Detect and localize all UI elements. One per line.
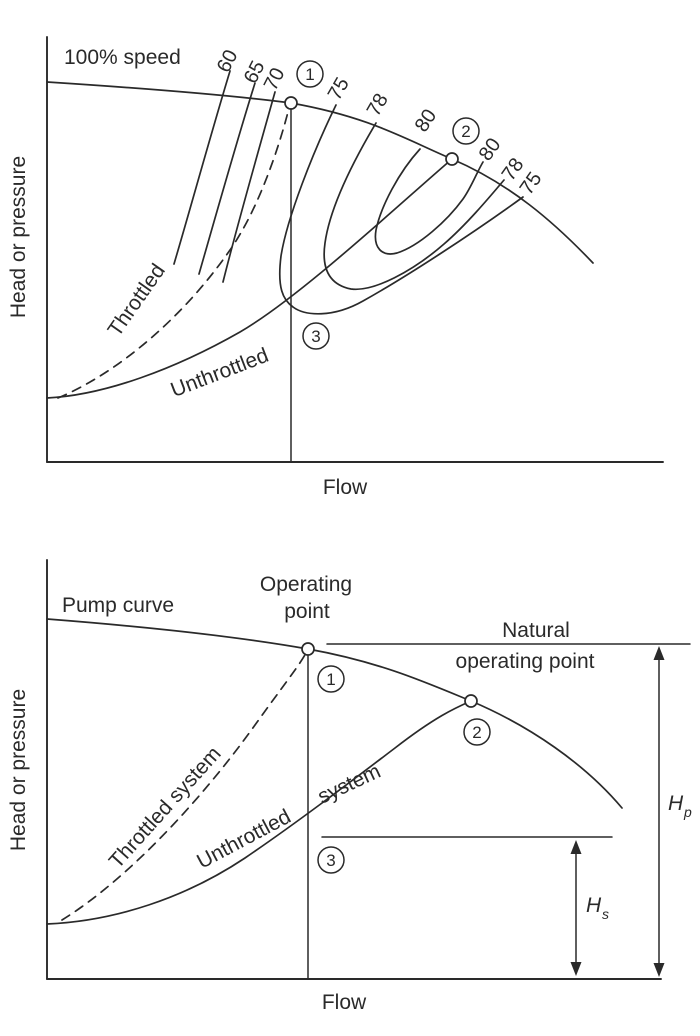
efficiency-contour-75 <box>278 104 524 315</box>
top-badge-1: 1 <box>305 65 314 84</box>
hp-arrowhead-down <box>653 963 665 977</box>
contour-label-80-left: 80 <box>411 105 442 136</box>
bottom-throttled-system-curve <box>61 652 307 921</box>
top-badge-1-circle <box>296 60 324 88</box>
natural-operating-point-marker <box>464 694 478 708</box>
bottom-badge-2-circle <box>463 718 491 746</box>
efficiency-contour-70 <box>222 91 276 283</box>
top-badge-3-circle <box>302 322 330 350</box>
top-badge-2: 2 <box>461 122 470 141</box>
hs-arrowhead-up <box>570 840 582 854</box>
operating-point-label-line1: Operating <box>260 573 352 596</box>
top-y-axis-label: Head or pressure <box>7 156 30 318</box>
natural-operating-point-label-line2: operating point <box>456 650 595 673</box>
natural-operating-point-label-line1: Natural <box>502 619 570 642</box>
hs-label-main: H <box>586 894 602 917</box>
bottom-unthrottled-system-label-part2: system <box>314 760 384 809</box>
top-badge-3: 3 <box>311 327 320 346</box>
bottom-y-axis-label: Head or pressure <box>7 689 30 851</box>
contour-label-78-left: 78 <box>363 90 393 120</box>
operating-point-label-line2: point <box>284 600 330 623</box>
top-unthrottled-system-curve <box>46 158 453 399</box>
contour-label-60: 60 <box>213 46 243 76</box>
contour-label-80-right: 80 <box>475 134 506 165</box>
top-operating-point-marker-2 <box>445 152 459 166</box>
hp-label-sub: p <box>683 804 692 820</box>
hs-label-sub: s <box>602 906 609 922</box>
operating-point-marker <box>301 642 315 656</box>
bottom-badge-3: 3 <box>326 851 335 870</box>
hp-arrowhead-up <box>653 646 665 660</box>
bottom-badge-1-circle <box>317 665 345 693</box>
efficiency-contour-78 <box>323 122 505 291</box>
bottom-diagram <box>46 559 691 980</box>
bottom-unthrottled-system-curve <box>46 700 472 925</box>
bottom-pump-curve <box>46 618 623 809</box>
pump-curve-label: Pump curve <box>62 594 174 617</box>
top-operating-point-marker-1 <box>284 96 298 110</box>
top-x-axis-label: Flow <box>323 476 368 499</box>
bottom-unthrottled-system-label-part1: Unthrottled <box>193 805 295 874</box>
top-speed-label: 100% speed <box>64 46 181 69</box>
bottom-badge-1: 1 <box>326 670 335 689</box>
bottom-badge-2: 2 <box>472 723 481 742</box>
top-pump-curve <box>46 81 594 264</box>
efficiency-contour-60 <box>173 70 231 265</box>
top-throttled-label: Throttled <box>103 260 169 341</box>
hs-arrowhead-down <box>570 962 582 976</box>
bottom-x-axis-label: Flow <box>322 991 367 1014</box>
top-badge-2-circle <box>452 117 480 145</box>
contour-label-75-left: 75 <box>324 74 354 104</box>
top-diagram <box>46 36 664 463</box>
bottom-badge-3-circle <box>317 846 345 874</box>
top-diagram-labels: 100% speed Head or pressure Flow Throttl… <box>7 46 546 499</box>
bottom-diagram-labels: Pump curve Operating point Natural opera… <box>7 573 692 1014</box>
efficiency-contour-80 <box>374 148 484 255</box>
hp-label-main: H <box>668 792 684 815</box>
top-unthrottled-label: Unthrottled <box>168 344 272 402</box>
efficiency-contour-65 <box>198 82 256 275</box>
